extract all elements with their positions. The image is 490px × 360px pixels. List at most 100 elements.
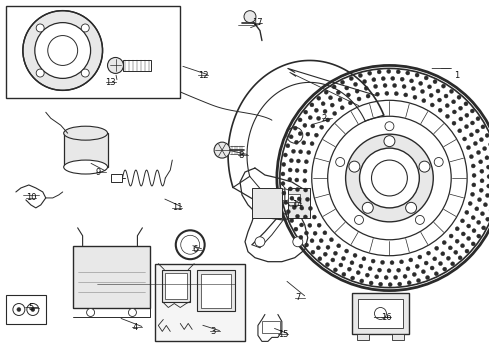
Circle shape xyxy=(294,140,298,144)
Circle shape xyxy=(364,86,368,90)
Circle shape xyxy=(451,262,455,266)
Circle shape xyxy=(304,110,308,114)
Bar xyxy=(155,264,245,341)
Circle shape xyxy=(17,307,21,311)
Circle shape xyxy=(295,178,299,182)
Circle shape xyxy=(402,85,406,89)
Circle shape xyxy=(444,94,448,98)
Circle shape xyxy=(483,147,487,150)
Circle shape xyxy=(477,220,481,224)
Circle shape xyxy=(406,267,410,271)
Circle shape xyxy=(337,90,341,94)
Ellipse shape xyxy=(354,215,364,224)
Circle shape xyxy=(107,58,123,73)
Circle shape xyxy=(472,174,476,177)
Circle shape xyxy=(473,141,477,145)
Circle shape xyxy=(470,109,474,113)
Circle shape xyxy=(87,309,95,316)
Bar xyxy=(197,270,235,311)
Circle shape xyxy=(481,125,485,129)
Circle shape xyxy=(13,303,25,315)
Text: 13: 13 xyxy=(105,78,116,87)
Circle shape xyxy=(469,133,473,137)
Bar xyxy=(73,246,150,307)
Circle shape xyxy=(304,188,308,192)
Circle shape xyxy=(471,216,475,220)
Circle shape xyxy=(290,196,294,200)
Text: 10: 10 xyxy=(26,193,36,202)
Circle shape xyxy=(384,136,395,147)
Circle shape xyxy=(486,193,490,197)
Circle shape xyxy=(387,269,391,273)
Circle shape xyxy=(358,73,363,77)
Circle shape xyxy=(438,108,442,112)
Circle shape xyxy=(350,261,354,265)
Circle shape xyxy=(470,192,474,196)
Circle shape xyxy=(388,283,392,287)
Circle shape xyxy=(311,124,315,128)
Circle shape xyxy=(286,210,290,213)
Ellipse shape xyxy=(385,122,394,131)
Circle shape xyxy=(426,275,430,279)
Text: 17: 17 xyxy=(252,18,263,27)
Circle shape xyxy=(317,246,320,250)
Circle shape xyxy=(472,183,476,187)
Circle shape xyxy=(339,263,343,267)
Circle shape xyxy=(406,202,416,213)
Text: 9: 9 xyxy=(96,167,101,176)
Circle shape xyxy=(449,234,453,238)
Circle shape xyxy=(484,203,488,207)
Circle shape xyxy=(363,80,367,84)
Circle shape xyxy=(469,155,473,159)
Circle shape xyxy=(475,207,479,211)
Circle shape xyxy=(452,110,456,114)
Circle shape xyxy=(476,117,480,121)
Circle shape xyxy=(465,249,469,253)
Ellipse shape xyxy=(64,126,107,140)
Circle shape xyxy=(281,172,285,176)
Text: 6: 6 xyxy=(192,245,197,254)
Circle shape xyxy=(455,239,459,243)
Circle shape xyxy=(404,93,408,97)
Circle shape xyxy=(288,177,292,181)
Circle shape xyxy=(419,161,430,172)
Circle shape xyxy=(429,93,433,97)
Circle shape xyxy=(410,79,414,83)
Text: 16: 16 xyxy=(382,313,392,322)
Circle shape xyxy=(333,112,337,116)
Circle shape xyxy=(214,142,230,158)
Text: 11: 11 xyxy=(172,203,183,212)
Bar xyxy=(357,334,368,340)
Circle shape xyxy=(443,267,447,271)
Circle shape xyxy=(464,102,468,106)
Circle shape xyxy=(310,103,314,107)
Circle shape xyxy=(31,307,35,311)
Circle shape xyxy=(489,143,490,147)
Circle shape xyxy=(362,202,373,213)
Circle shape xyxy=(392,84,396,87)
Circle shape xyxy=(308,116,312,120)
Bar xyxy=(392,334,404,340)
Circle shape xyxy=(435,246,439,250)
Text: 5: 5 xyxy=(29,303,34,312)
Circle shape xyxy=(383,84,387,87)
Circle shape xyxy=(485,156,489,160)
Circle shape xyxy=(317,96,321,100)
Circle shape xyxy=(375,92,379,96)
Circle shape xyxy=(379,282,383,286)
Circle shape xyxy=(303,169,307,173)
Circle shape xyxy=(479,160,483,164)
Circle shape xyxy=(338,98,342,102)
Circle shape xyxy=(297,197,301,201)
Circle shape xyxy=(300,206,304,210)
Text: 3: 3 xyxy=(210,327,216,336)
Circle shape xyxy=(368,267,372,271)
Circle shape xyxy=(326,118,330,122)
Circle shape xyxy=(438,98,441,102)
Circle shape xyxy=(441,84,445,88)
Circle shape xyxy=(348,101,352,105)
Circle shape xyxy=(295,214,299,219)
Circle shape xyxy=(434,272,439,276)
Circle shape xyxy=(461,219,465,223)
Circle shape xyxy=(302,141,306,145)
